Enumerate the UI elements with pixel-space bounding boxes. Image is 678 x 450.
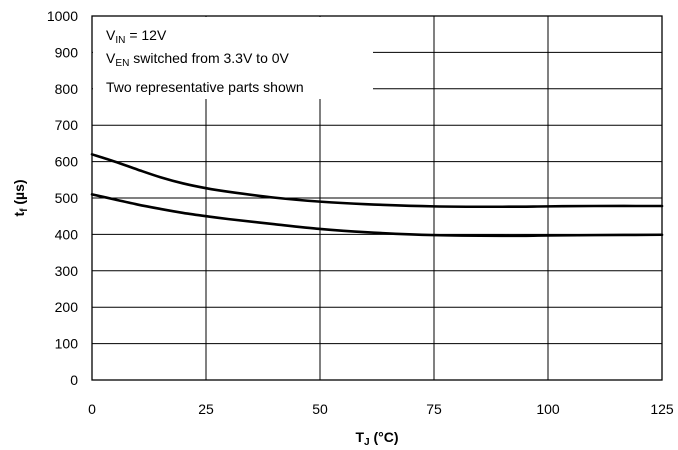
y-tick-label: 100 [55,336,79,352]
series-line-2 [90,193,664,238]
x-axis-label: TJ (°C) [355,429,398,448]
x-tick-label: 100 [536,401,560,417]
plot-frame [91,15,663,381]
annotation-line-1: VIN = 12V [106,27,167,46]
x-tick-label: 75 [426,401,442,417]
annotation-background [93,17,373,99]
y-tick-label: 500 [55,190,79,206]
x-tick-label: 125 [650,401,674,417]
y-tick-label: 700 [55,117,79,133]
y-tick-label: 400 [55,226,79,242]
y-axis-label: tf (µs) [11,179,30,216]
x-tick-label: 0 [88,401,96,417]
y-tick-label: 900 [55,44,79,60]
y-tick-label: 600 [55,154,79,170]
y-tick-label: 1000 [47,8,78,24]
x-tick-label: 25 [198,401,214,417]
axis-labels: TJ (°C) tf (µs) [11,179,399,448]
series-line-1 [90,153,664,209]
tick-labels: 0 25 50 75 100 125 0 100 200 300 400 500 600 700 800 90… [47,8,674,417]
annotation-box: VIN = 12V VEN switched from 3.3V to 0V Two… [93,17,373,99]
series-lines [90,153,664,238]
y-tick-label: 0 [70,372,78,388]
y-tick-label: 300 [55,263,79,279]
y-tick-label: 800 [55,81,79,97]
y-tick-label: 200 [55,299,79,315]
x-tick-label: 50 [312,401,328,417]
annotation-line-3: Two representative parts shown [106,79,304,95]
annotation-line-2: VEN switched from 3.3V to 0V [106,50,290,69]
